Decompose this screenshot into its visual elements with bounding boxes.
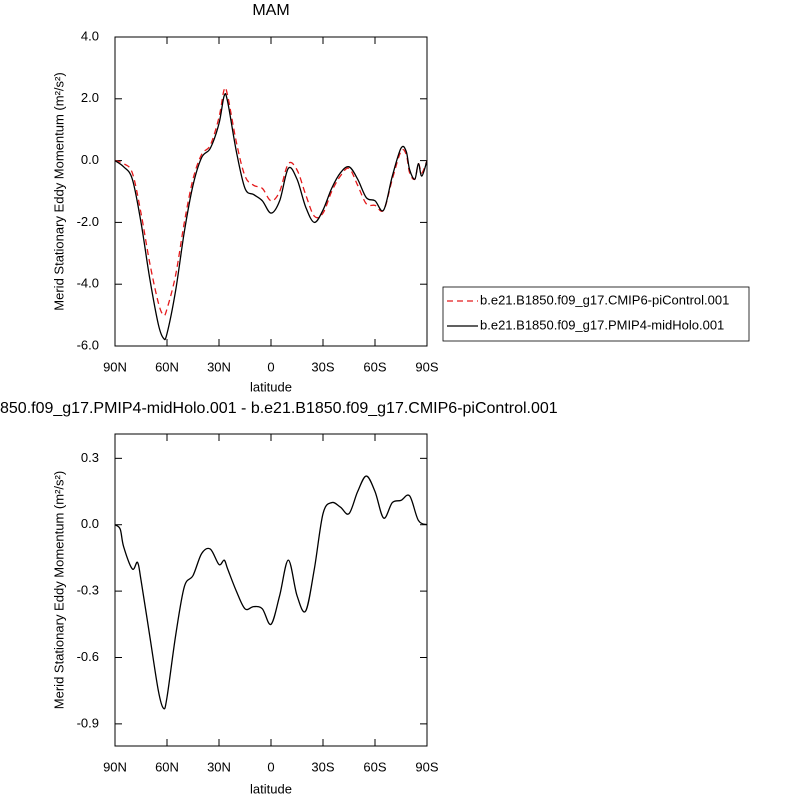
y-tick-label: 4.0: [81, 28, 99, 43]
y-axis-label: Merid Stationary Eddy Momentum (m²/s²): [51, 471, 66, 709]
x-axis-label: latitude: [250, 781, 292, 796]
y-tick-label: 0.0: [81, 152, 99, 167]
x-tick-label: 0: [267, 759, 274, 774]
x-tick-label: 30N: [207, 759, 231, 774]
series-line: [114, 86, 428, 317]
y-tick-label: -2.0: [77, 214, 99, 229]
x-tick-label: 90N: [103, 759, 127, 774]
legend-label: b.e21.B1850.f09_g17.PMIP4-midHolo.001: [480, 317, 724, 332]
legend-box: [442, 286, 750, 342]
x-tick-label: 60S: [363, 359, 386, 374]
plot-frame: [114, 36, 428, 347]
y-tick-label: -4.0: [77, 276, 99, 291]
legend-label: b.e21.B1850.f09_g17.CMIP6-piControl.001: [480, 292, 729, 307]
y-axis-label: Merid Stationary Eddy Momentum (m²/s²): [51, 72, 66, 310]
chart-title: 850.f09_g17.PMIP4-midHolo.001 - b.e21.B1…: [0, 400, 558, 417]
plot-frame: [114, 433, 428, 747]
x-tick-label: 30S: [311, 759, 334, 774]
series-line: [114, 475, 428, 710]
x-tick-label: 60S: [363, 759, 386, 774]
y-tick-label: -0.9: [77, 715, 99, 730]
chart-title: MAM: [252, 2, 289, 19]
x-tick-label: 90S: [415, 359, 438, 374]
x-tick-label: 60N: [155, 759, 179, 774]
y-tick-label: -0.3: [77, 583, 99, 598]
x-tick-label: 90N: [103, 359, 127, 374]
x-tick-label: 0: [267, 359, 274, 374]
x-axis-label: latitude: [250, 379, 292, 394]
x-tick-label: 30N: [207, 359, 231, 374]
y-tick-label: -6.0: [77, 337, 99, 352]
x-tick-label: 90S: [415, 759, 438, 774]
y-tick-label: 0.0: [81, 516, 99, 531]
x-tick-label: 30S: [311, 359, 334, 374]
series-line: [114, 92, 428, 341]
y-tick-label: -0.6: [77, 649, 99, 664]
y-tick-label: 0.3: [81, 450, 99, 465]
x-tick-label: 60N: [155, 359, 179, 374]
y-tick-label: 2.0: [81, 90, 99, 105]
